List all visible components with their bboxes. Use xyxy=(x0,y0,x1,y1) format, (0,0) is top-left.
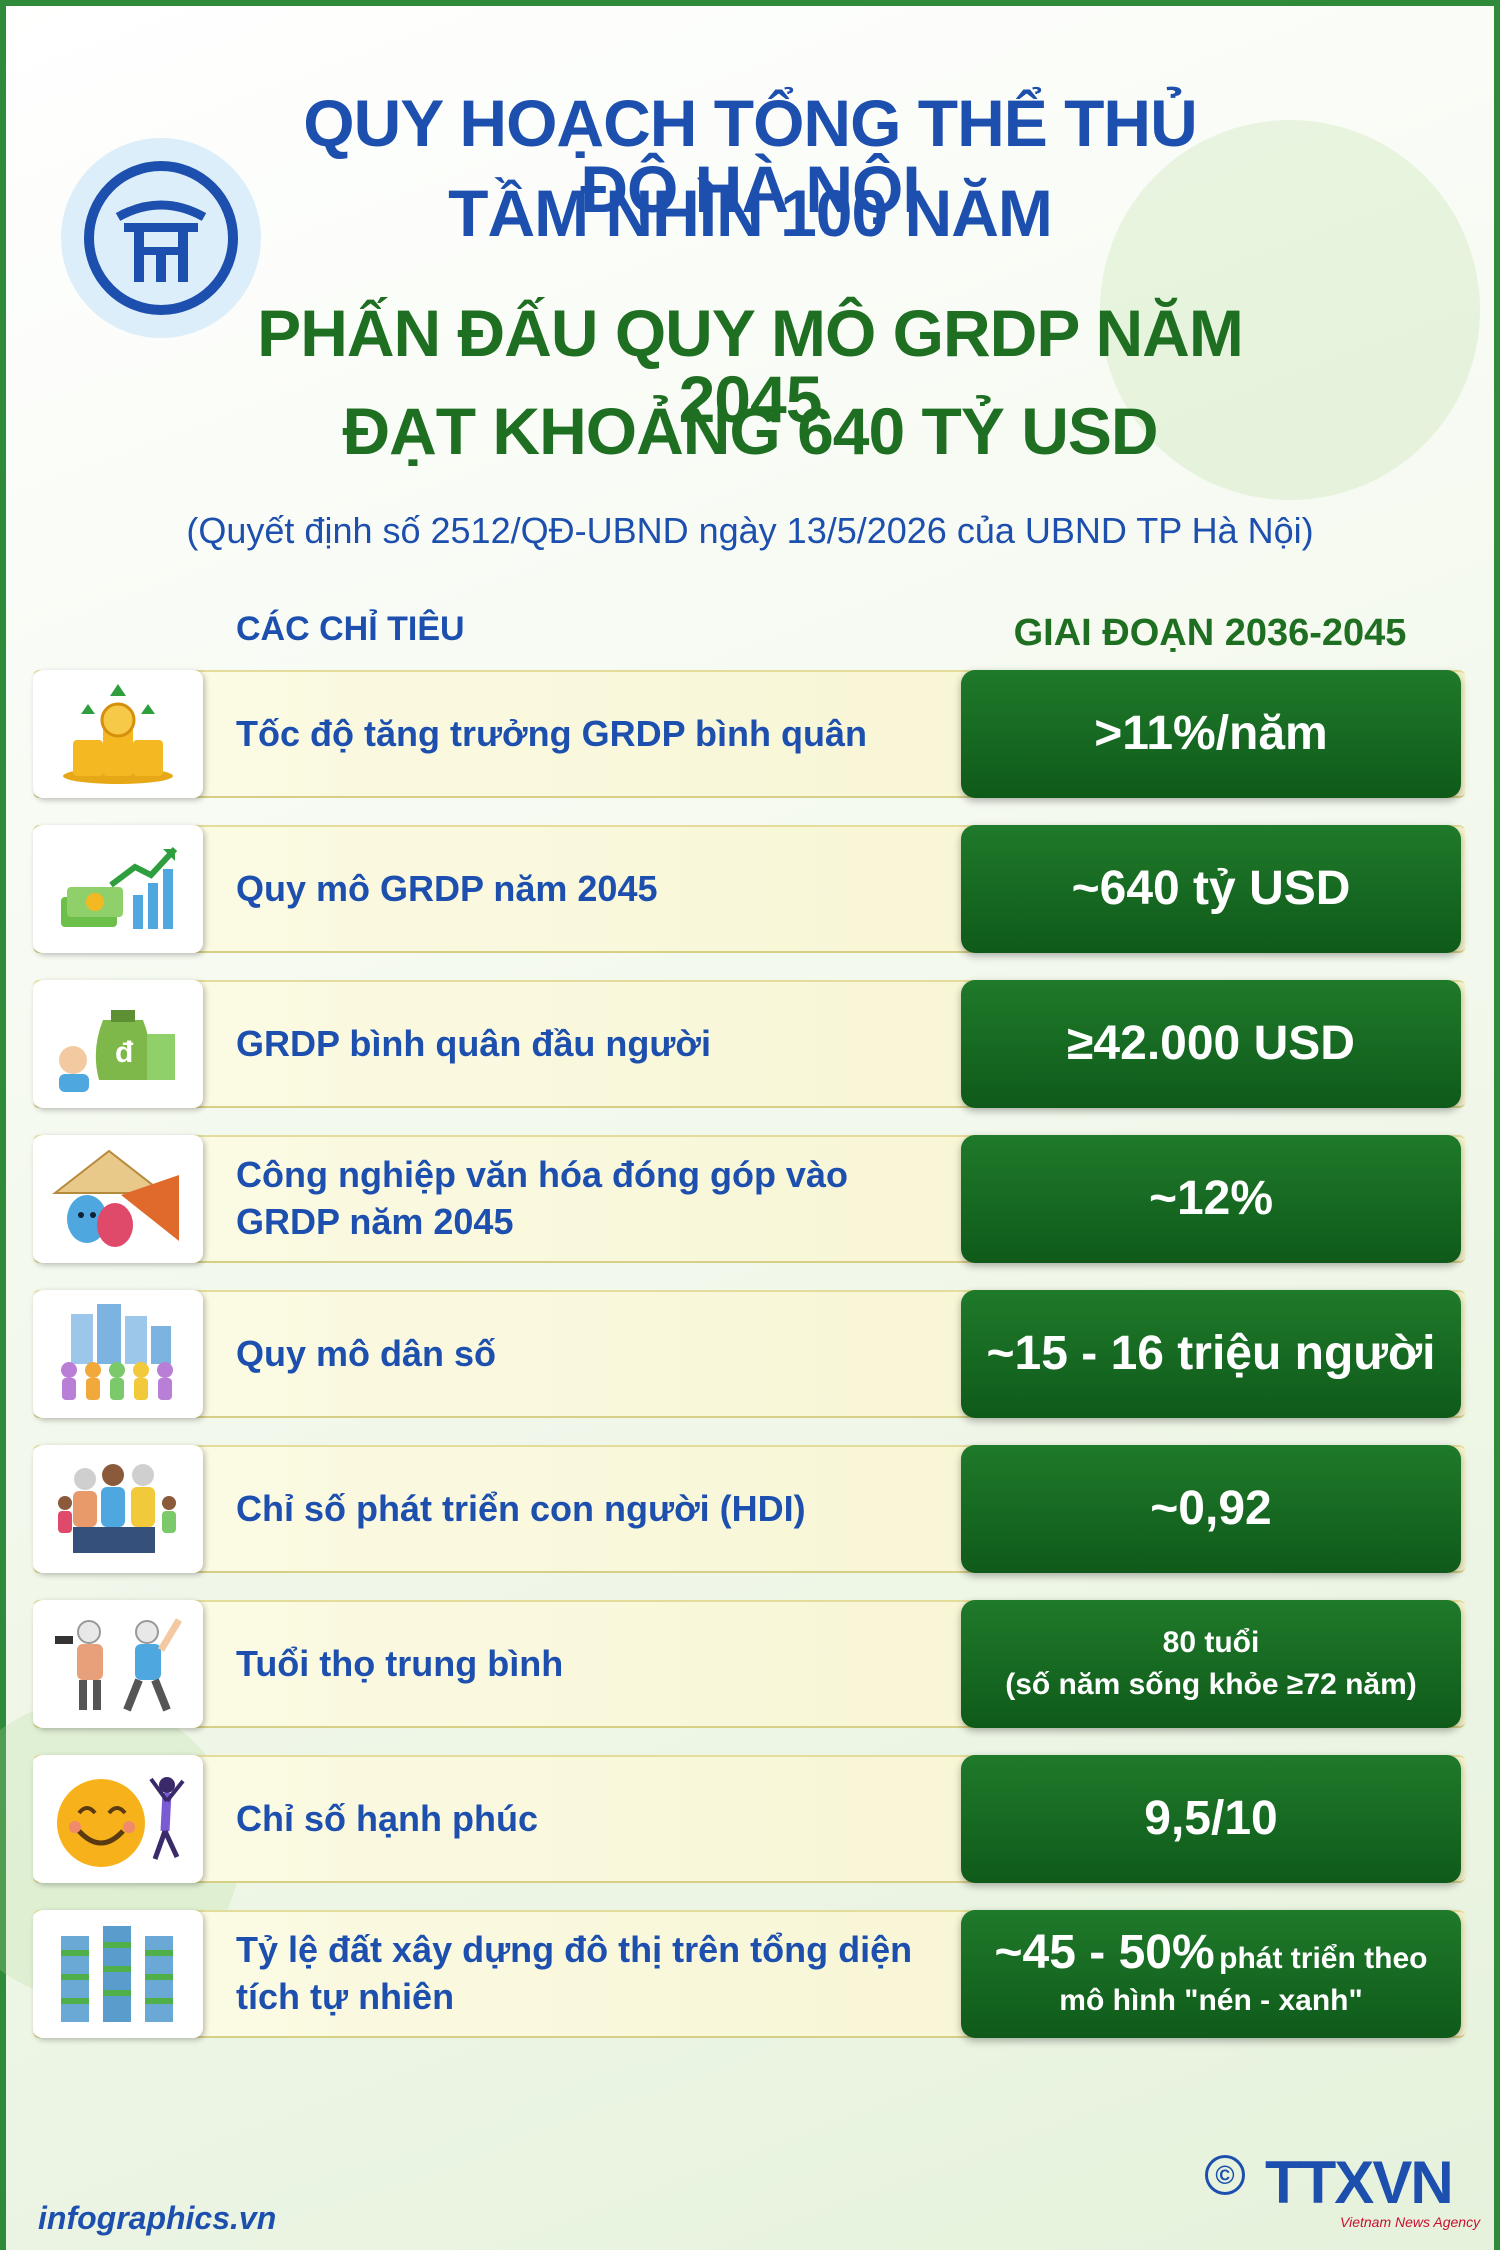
indicator-value: ~15 - 16 triệu người xyxy=(961,1290,1461,1418)
value-main: ~0,92 xyxy=(1150,1481,1272,1535)
population-icon xyxy=(33,1290,203,1418)
indicator-value: 80 tuổi (số năm sống khỏe ≥72 năm) xyxy=(961,1600,1461,1728)
footer-site-link[interactable]: infographics.vn xyxy=(38,2200,277,2236)
indicator-value: ~640 tỷ USD xyxy=(961,825,1461,953)
money-chart-icon xyxy=(33,825,203,953)
decision-reference: (Quyết định số 2512/QĐ-UBND ngày 13/5/20… xyxy=(186,510,1314,551)
table-row: Quy mô dân số ~15 - 16 triệu người xyxy=(33,1290,1465,1418)
page-title-line1: QUY HOẠCH TỔNG THỂ THỦ ĐÔ HÀ NỘI xyxy=(303,86,1197,226)
agency-logo: TTXVN xyxy=(1265,2149,1454,2216)
table-row: Chỉ số hạnh phúc 9,5/10 xyxy=(33,1755,1465,1883)
svg-text:đ: đ xyxy=(115,1036,134,1069)
value-note-line2: mô hình "nén - xanh" xyxy=(1059,1983,1363,2017)
column-header-indicators: CÁC CHỈ TIÊU xyxy=(236,610,465,648)
coins-growth-icon xyxy=(33,670,203,798)
value-main: 80 tuổi xyxy=(1162,1626,1260,1659)
happy-face-icon xyxy=(33,1755,203,1883)
value-line: ~45 - 50% phát triển theo xyxy=(994,1925,1428,1980)
copyright-icon: © xyxy=(1205,2155,1245,2195)
indicator-label: Quy mô GRDP năm 2045 xyxy=(236,867,658,909)
indicator-label: Chỉ số hạnh phúc xyxy=(236,1797,538,1839)
money-bag-icon: đ xyxy=(33,980,203,1108)
table-row: Chỉ số phát triển con người (HDI) ~0,92 xyxy=(33,1445,1465,1573)
culture-masks-icon xyxy=(33,1135,203,1263)
table-row: Công nghiệp văn hóa đóng góp vào GRDP nă… xyxy=(33,1135,1465,1263)
green-buildings-icon xyxy=(33,1910,203,2038)
indicator-label: GRDP bình quân đầu người xyxy=(236,1022,711,1064)
value-main: >11%/năm xyxy=(1094,706,1328,760)
headline-line1: PHẤN ĐẤU QUY MÔ GRDP NĂM 2045 xyxy=(257,296,1244,436)
indicator-value: ≥42.000 USD xyxy=(961,980,1461,1108)
value-main: ~45 - 50% xyxy=(994,1925,1215,1979)
indicator-label: Tốc độ tăng trưởng GRDP bình quân xyxy=(236,712,867,754)
indicator-value: ~12% xyxy=(961,1135,1461,1263)
value-note: (số năm sống khỏe ≥72 năm) xyxy=(1005,1668,1417,1701)
table-row: Tỷ lệ đất xây dựng đô thị trên tổng diện… xyxy=(33,1910,1465,2038)
table-row: Tốc độ tăng trưởng GRDP bình quân >11%/n… xyxy=(33,670,1465,798)
indicator-label: Tuổi thọ trung bình xyxy=(236,1642,564,1684)
page-title-line2: TẦM NHÌN 100 NĂM xyxy=(448,176,1053,250)
family-icon xyxy=(33,1445,203,1573)
indicator-label: Chỉ số phát triển con người (HDI) xyxy=(236,1487,806,1529)
elderly-exercise-icon xyxy=(33,1600,203,1728)
indicator-value: ~45 - 50% phát triển theo mô hình "nén -… xyxy=(961,1910,1461,2038)
indicator-label: Quy mô dân số xyxy=(236,1332,497,1374)
indicator-label: Công nghiệp văn hóa đóng góp vào GRDP nă… xyxy=(236,1154,848,1242)
table-row: Quy mô GRDP năm 2045 ~640 tỷ USD xyxy=(33,825,1465,953)
indicator-value: ~0,92 xyxy=(961,1445,1461,1573)
value-main: ~640 tỷ USD xyxy=(1071,861,1351,915)
table-row: Tuổi thọ trung bình 80 tuổi (số năm sống… xyxy=(33,1600,1465,1728)
column-header-period: GIAI ĐOẠN 2036-2045 xyxy=(1013,612,1407,654)
value-main: 9,5/10 xyxy=(1144,1791,1278,1845)
indicator-value: 9,5/10 xyxy=(961,1755,1461,1883)
table-row: đ GRDP bình quân đầu người ≥42.000 USD xyxy=(33,980,1465,1108)
value-note: phát triển theo xyxy=(1219,1941,1428,1975)
hanoi-emblem-icon xyxy=(58,135,264,341)
value-main: ~12% xyxy=(1148,1171,1274,1225)
headline-line2: ĐẠT KHOẢNG 640 TỶ USD xyxy=(342,394,1158,468)
value-main: ≥42.000 USD xyxy=(1067,1016,1355,1070)
indicator-label: Tỷ lệ đất xây dựng đô thị trên tổng diện… xyxy=(236,1929,913,2017)
indicator-value: >11%/năm xyxy=(961,670,1461,798)
value-main: ~15 - 16 triệu người xyxy=(986,1326,1436,1380)
background-decoration xyxy=(1100,120,1480,500)
agency-subtitle: Vietnam News Agency xyxy=(1340,2214,1481,2230)
